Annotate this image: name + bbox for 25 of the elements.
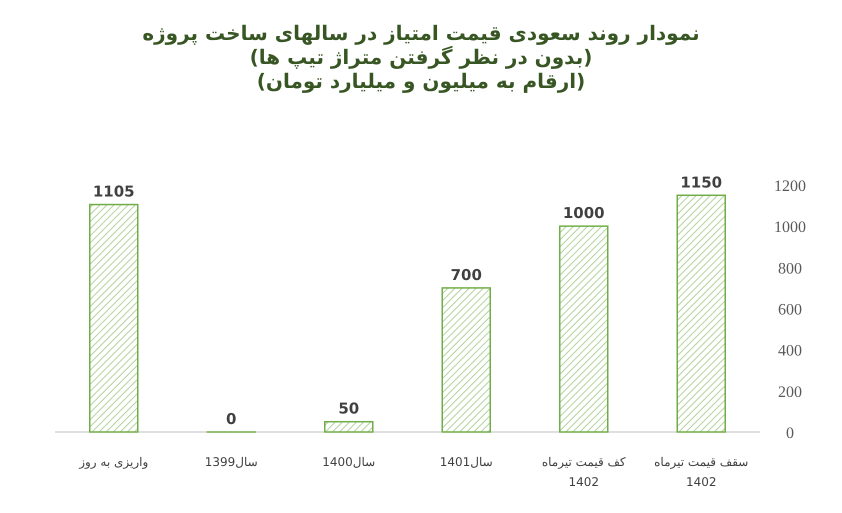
- data-label: 0: [226, 410, 236, 428]
- y-tick-label: 1000: [774, 219, 806, 236]
- data-label: 1000: [562, 204, 605, 222]
- x-tick-label: سال1399: [204, 455, 258, 469]
- y-tick-label: 400: [778, 342, 802, 360]
- chart-subtitle: (بدون در نظر گرفتن متراژ تیپ ها): [250, 45, 592, 69]
- y-tick-label: 600: [778, 302, 802, 318]
- bar: [676, 194, 726, 433]
- chart-title: نمودار روند سعودی قیمت امتیاز در سالهای ساخت پروژه: [142, 21, 700, 45]
- y-tick-label: 200: [778, 384, 802, 401]
- text: (ارقام به میلیون و میلیارد تومان): [256, 69, 586, 93]
- bar: [89, 204, 138, 433]
- data-label: 50: [338, 400, 360, 418]
- bar: [324, 420, 374, 433]
- y-tick-label: 0: [786, 425, 794, 442]
- data-label: 1150: [680, 173, 722, 192]
- data-label: 700: [450, 266, 482, 284]
- y-tick-label: 1200: [774, 178, 806, 195]
- x-tick-label: سال1400: [322, 455, 376, 469]
- y-tick-label: 800: [778, 260, 802, 278]
- bar: [559, 225, 608, 433]
- data-label: 1105: [92, 182, 135, 201]
- x-tick-label: واریزی به روز: [78, 455, 148, 469]
- x-tick-label: سال1401: [440, 455, 493, 469]
- bar: [442, 287, 491, 433]
